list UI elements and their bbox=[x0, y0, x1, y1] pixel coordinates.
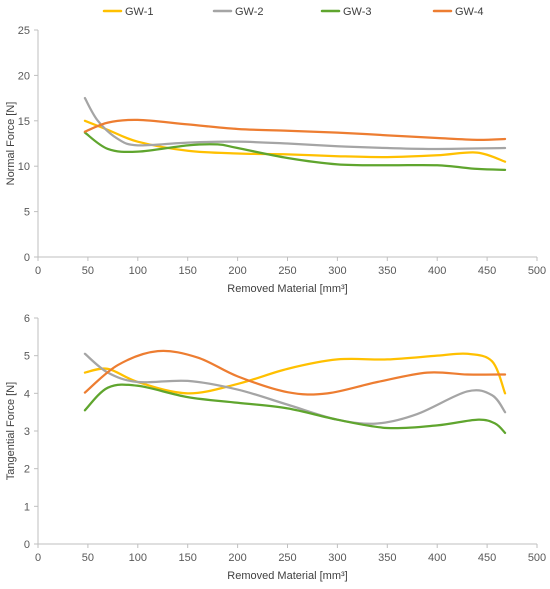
x-tick-label: 500 bbox=[528, 552, 546, 564]
y-tick-label: 0 bbox=[24, 252, 30, 264]
x-tick-label: 300 bbox=[328, 552, 346, 564]
x-tick-label: 50 bbox=[82, 265, 94, 277]
legend-label-gw-2: GW-2 bbox=[235, 6, 264, 18]
y-tick-label: 0 bbox=[24, 539, 30, 551]
legend-label-gw-1: GW-1 bbox=[125, 6, 154, 18]
x-tick-label: 0 bbox=[35, 265, 41, 277]
x-tick-label: 350 bbox=[378, 265, 396, 277]
x-axis-title-2: Removed Material [mm³] bbox=[227, 570, 347, 582]
series-line-gw-2-chart-2 bbox=[83, 352, 507, 425]
legend-label-gw-4: GW-4 bbox=[455, 6, 484, 18]
x-tick-label: 400 bbox=[428, 552, 446, 564]
y-tick-label: 6 bbox=[24, 313, 30, 325]
series-line-gw-3-chart-2 bbox=[83, 383, 507, 435]
x-tick-label: 200 bbox=[228, 552, 246, 564]
x-tick-label: 150 bbox=[179, 265, 197, 277]
series-line-gw-4-chart-2 bbox=[83, 349, 507, 396]
x-tick-label: 300 bbox=[328, 265, 346, 277]
x-tick-label: 100 bbox=[129, 552, 147, 564]
y-tick-label: 25 bbox=[18, 25, 30, 37]
x-tick-label: 500 bbox=[528, 265, 546, 277]
series-line-gw-2-chart-1 bbox=[83, 96, 507, 151]
y-tick-label: 5 bbox=[24, 207, 30, 219]
x-axis-title-1: Removed Material [mm³] bbox=[227, 283, 347, 295]
x-tick-label: 450 bbox=[478, 265, 496, 277]
x-tick-label: 250 bbox=[278, 552, 296, 564]
y-tick-label: 3 bbox=[24, 426, 30, 438]
y-tick-label: 15 bbox=[18, 116, 30, 128]
y-tick-label: 4 bbox=[24, 388, 30, 400]
y-axis-title-1: Normal Force [N] bbox=[5, 102, 17, 186]
series-line-gw-1-chart-1 bbox=[83, 119, 507, 163]
series-line-gw-4-chart-1 bbox=[83, 118, 507, 142]
x-tick-label: 250 bbox=[278, 265, 296, 277]
y-tick-label: 20 bbox=[18, 70, 30, 82]
legend-label-gw-3: GW-3 bbox=[343, 6, 372, 18]
x-tick-label: 0 bbox=[35, 552, 41, 564]
x-tick-label: 200 bbox=[228, 265, 246, 277]
x-tick-label: 50 bbox=[82, 552, 94, 564]
y-tick-label: 10 bbox=[18, 161, 30, 173]
y-tick-label: 5 bbox=[24, 351, 30, 363]
y-tick-label: 1 bbox=[24, 501, 30, 513]
x-tick-label: 100 bbox=[129, 265, 147, 277]
x-tick-label: 400 bbox=[428, 265, 446, 277]
y-tick-label: 2 bbox=[24, 464, 30, 476]
y-axis-title-2: Tangential Force [N] bbox=[5, 382, 17, 480]
x-tick-label: 350 bbox=[378, 552, 396, 564]
series-line-gw-3-chart-1 bbox=[83, 131, 507, 171]
x-tick-label: 150 bbox=[179, 552, 197, 564]
x-tick-label: 450 bbox=[478, 552, 496, 564]
